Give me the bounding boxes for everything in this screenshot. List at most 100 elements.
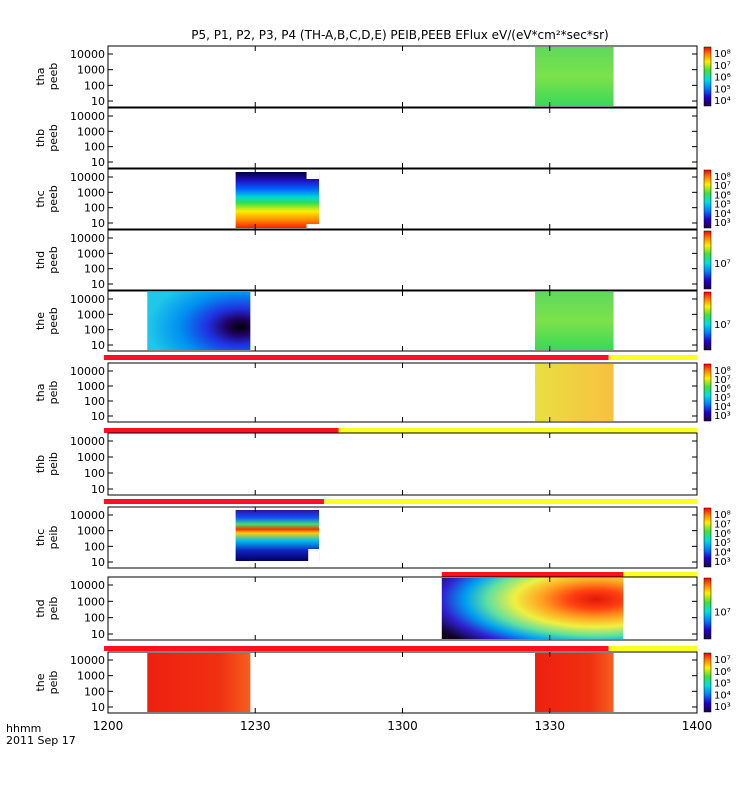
spectrogram-block bbox=[535, 47, 614, 106]
panel-ylabel: peib bbox=[47, 671, 60, 695]
y-tick-label: 10000 bbox=[70, 509, 105, 522]
colorbar-label: 10⁶ bbox=[714, 667, 731, 678]
chart-title: P5, P1, P2, P3, P4 (TH-A,B,C,D,E) PEIB,P… bbox=[191, 28, 609, 42]
status-bar-red bbox=[104, 499, 324, 504]
spectrogram-gap bbox=[306, 224, 320, 228]
panel-frame bbox=[107, 107, 698, 169]
y-tick-label: 1000 bbox=[77, 670, 105, 683]
y-tick-label: 10000 bbox=[70, 654, 105, 667]
y-tick-label: 10 bbox=[91, 628, 105, 641]
y-tick-label: 100 bbox=[84, 395, 105, 408]
y-tick-label: 1000 bbox=[77, 64, 105, 77]
spectrogram-block bbox=[235, 172, 320, 228]
spectrogram-block bbox=[147, 292, 251, 350]
colorbar-label: 10³ bbox=[714, 218, 731, 229]
y-tick-label: 10 bbox=[91, 701, 105, 714]
colorbar-label: 10⁸ bbox=[714, 172, 731, 183]
colorbar bbox=[703, 46, 712, 107]
colorbar-label: 10⁷ bbox=[714, 320, 731, 331]
x-axis-name: hhmm bbox=[6, 722, 42, 735]
panel-ylabel: thb bbox=[34, 455, 47, 473]
date-label: 2011 Sep 17 bbox=[6, 734, 76, 747]
panel-ylabel: peeb bbox=[47, 124, 60, 152]
panel-ylabel: thb bbox=[34, 129, 47, 147]
panel-ylabel: tha bbox=[34, 383, 47, 401]
y-tick-label: 1000 bbox=[77, 247, 105, 260]
colorbar bbox=[703, 652, 712, 713]
status-bar-yellow bbox=[323, 499, 697, 504]
colorbar-label: 10⁷ bbox=[714, 181, 731, 192]
y-tick-label: 10 bbox=[91, 483, 105, 496]
y-tick-label: 100 bbox=[84, 324, 105, 337]
y-tick-label: 1000 bbox=[77, 186, 105, 199]
colorbar bbox=[703, 363, 712, 422]
spectrogram-gap bbox=[306, 170, 320, 179]
panel-ylabel: peeb bbox=[47, 246, 60, 274]
status-bar-red bbox=[104, 355, 609, 360]
y-tick-label: 10 bbox=[91, 410, 105, 423]
colorbar-label: 10⁴ bbox=[714, 96, 731, 107]
y-tick-label: 1000 bbox=[77, 308, 105, 321]
colorbar bbox=[703, 291, 712, 351]
x-tick-label: 1330 bbox=[534, 719, 565, 733]
status-bar-yellow bbox=[608, 646, 697, 651]
panel-ylabel: peib bbox=[47, 597, 60, 621]
y-tick-label: 100 bbox=[84, 263, 105, 276]
panel-ylabel: peib bbox=[47, 526, 60, 550]
colorbar-label: 10⁶ bbox=[714, 384, 731, 395]
status-bar-red bbox=[441, 572, 624, 577]
y-tick-label: 1000 bbox=[77, 525, 105, 538]
status-bar-yellow bbox=[623, 572, 697, 577]
status-bar-yellow bbox=[608, 355, 697, 360]
panel-ylabel: the bbox=[34, 312, 47, 330]
panel-ylabel: peib bbox=[47, 381, 60, 405]
panel-ylabel: thd bbox=[34, 251, 47, 269]
colorbar-label: 10⁸ bbox=[714, 49, 731, 60]
y-tick-label: 10000 bbox=[70, 365, 105, 378]
colorbar-label: 10⁷ bbox=[714, 259, 731, 270]
colorbar-label: 10⁴ bbox=[714, 690, 731, 701]
y-tick-label: 10 bbox=[91, 95, 105, 108]
y-tick-label: 1000 bbox=[77, 451, 105, 464]
panel-ylabel: peeb bbox=[47, 63, 60, 91]
y-tick-label: 10000 bbox=[70, 171, 105, 184]
y-tick-label: 100 bbox=[84, 202, 105, 215]
panel-ylabel: the bbox=[34, 673, 47, 691]
colorbar-label: 10⁷ bbox=[714, 61, 731, 72]
spectrogram-block bbox=[147, 653, 251, 712]
y-tick-label: 100 bbox=[84, 467, 105, 480]
y-tick-label: 1000 bbox=[77, 125, 105, 138]
colorbar-label: 10³ bbox=[714, 702, 731, 713]
panel-ylabel: thc bbox=[34, 190, 47, 207]
panel-ylabel: peeb bbox=[47, 307, 60, 335]
colorbar-label: 10⁴ bbox=[714, 209, 731, 220]
panel-frame bbox=[107, 432, 698, 496]
colorbar-label: 10³ bbox=[714, 411, 731, 422]
spectrogram-block bbox=[535, 292, 614, 350]
colorbar-label: 10⁴ bbox=[714, 402, 731, 413]
y-tick-label: 1000 bbox=[77, 595, 105, 608]
panel-frame bbox=[107, 506, 698, 569]
colorbar-label: 10⁵ bbox=[714, 538, 731, 549]
y-tick-label: 100 bbox=[84, 685, 105, 698]
colorbar-label: 10⁶ bbox=[714, 529, 731, 540]
colorbar bbox=[703, 230, 712, 290]
colorbar bbox=[703, 507, 712, 568]
colorbar-label: 10⁵ bbox=[714, 84, 731, 95]
spectrogram-gap bbox=[308, 549, 320, 561]
y-tick-label: 100 bbox=[84, 141, 105, 154]
status-bar-red bbox=[104, 646, 609, 651]
spectrogram-block bbox=[535, 653, 614, 712]
colorbar-label: 10⁷ bbox=[714, 375, 731, 386]
colorbar-label: 10⁸ bbox=[714, 366, 731, 377]
y-tick-label: 100 bbox=[84, 79, 105, 92]
colorbar-label: 10³ bbox=[714, 557, 731, 568]
y-tick-label: 10 bbox=[91, 217, 105, 230]
panel-frame bbox=[107, 168, 698, 230]
colorbar-label: 10⁶ bbox=[714, 73, 731, 84]
colorbar-label: 10⁵ bbox=[714, 679, 731, 690]
x-tick-label: 1400 bbox=[682, 719, 713, 733]
spectrogram-block bbox=[235, 510, 320, 561]
y-tick-label: 10000 bbox=[70, 435, 105, 448]
